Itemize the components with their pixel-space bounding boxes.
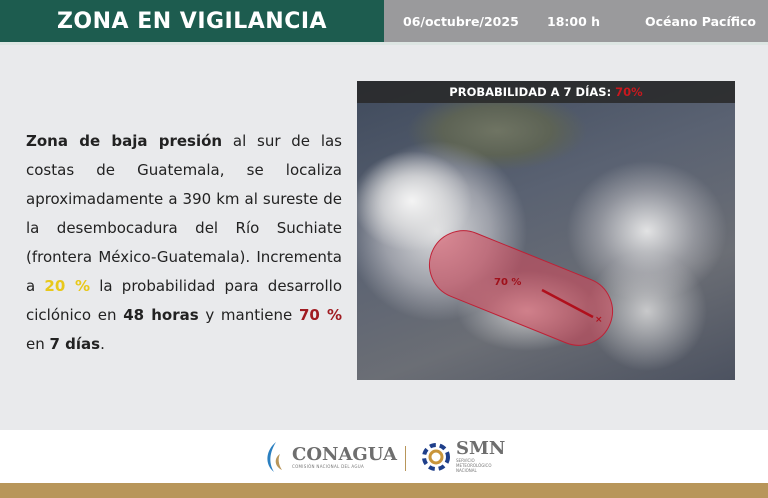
desc-bold: 7 días bbox=[49, 335, 101, 353]
desc-text: al sur de las costas de Guatemala, se lo… bbox=[26, 132, 342, 295]
date: 06/octubre/2025 bbox=[403, 13, 519, 29]
conagua-emblem-icon bbox=[267, 442, 282, 472]
map-title: PROBABILIDAD A 7 DÍAS: 70% bbox=[357, 81, 735, 103]
smn-emblem-icon bbox=[422, 442, 450, 471]
desc-text: . bbox=[100, 335, 105, 353]
development-area bbox=[429, 230, 613, 346]
pct-48h: 20 % bbox=[44, 277, 90, 295]
conagua-logo: CONAGUA COMISIÓN NACIONAL DEL AGUA bbox=[262, 440, 397, 474]
smn-name: SMN bbox=[456, 438, 506, 459]
desc-bold: 48 horas bbox=[123, 306, 199, 324]
divider bbox=[0, 42, 768, 45]
conagua-sub: COMISIÓN NACIONAL DEL AGUA bbox=[292, 463, 365, 469]
region: Océano Pacífico bbox=[645, 13, 757, 29]
smn-sub: SERVICIO METEOROLÓGICO NACIONAL bbox=[456, 458, 492, 473]
header-info: 06/octubre/2025 18:00 h Océano Pacífico bbox=[384, 0, 768, 42]
time: 18:00 h bbox=[547, 13, 601, 29]
map-title-pct: 70% bbox=[615, 85, 643, 99]
description: Zona de baja presión al sur de las costa… bbox=[26, 127, 342, 359]
conagua-name: CONAGUA bbox=[292, 443, 397, 465]
area-label: 70 % bbox=[494, 277, 521, 288]
smn-logo: SMN SERVICIO METEOROLÓGICO NACIONAL bbox=[420, 440, 505, 473]
page-title: ZONA EN VIGILANCIA bbox=[0, 0, 384, 42]
desc-text: y mantiene bbox=[198, 306, 299, 324]
pct-7d: 70 % bbox=[298, 306, 342, 324]
satellite-map: × 70 % PROBABILIDAD A 7 DÍAS: 70% bbox=[357, 81, 735, 380]
track-arrow bbox=[541, 288, 594, 319]
logo-divider bbox=[405, 446, 406, 471]
forecast-overlay: × 70 % bbox=[429, 230, 613, 346]
desc-text: la probabilidad para desarrollo ciclónic… bbox=[26, 277, 342, 324]
footer bbox=[0, 430, 768, 483]
map-title-text: PROBABILIDAD A 7 DÍAS: bbox=[449, 85, 612, 99]
system-marker: × bbox=[595, 315, 603, 325]
title-text: ZONA EN VIGILANCIA bbox=[56, 8, 328, 34]
footer-band bbox=[0, 483, 768, 498]
desc-bold: Zona de baja presión bbox=[26, 132, 223, 150]
desc-text: en bbox=[26, 335, 50, 353]
